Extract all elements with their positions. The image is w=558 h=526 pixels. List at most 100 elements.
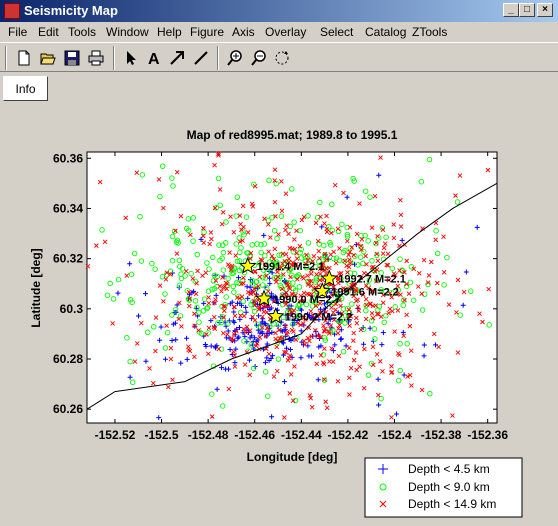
zoom-out-icon[interactable] [248,47,270,69]
fault-line [86,182,498,410]
depth-deep-point [347,323,352,328]
depth-deep-point [330,310,336,315]
depth-deep-point [384,262,390,268]
menu-figure[interactable]: Figure [190,25,225,39]
depth-mid-point [367,194,373,200]
print-icon[interactable] [85,47,107,69]
rotate-icon[interactable] [271,47,293,69]
depth-mid-point [345,312,352,319]
depth-deep-point [332,288,338,294]
toolbar-separator [113,46,115,70]
depth-shallow-point [269,414,275,420]
depth-deep-point [363,316,369,322]
info-button[interactable]: Info [3,76,48,101]
menu-ztools[interactable]: ZTools [412,25,448,39]
depth-deep-point [287,353,293,358]
depth-shallow-point [380,330,386,336]
depth-mid-point [176,282,183,289]
depth-shallow-point [284,345,290,351]
x-tick-label: -152.36 [467,428,508,442]
depth-shallow-point [281,379,287,385]
save-icon[interactable] [61,47,83,69]
depth-mid-point [251,308,258,315]
depth-mid-point [234,258,241,265]
zoom-in-icon[interactable] [224,47,246,69]
menu-file[interactable]: File [8,25,28,39]
depth-deep-point [173,228,178,234]
menu-select[interactable]: Select [320,25,354,39]
depth-deep-point [280,272,286,277]
depth-mid-point [238,245,244,251]
depth-deep-point [274,279,279,285]
close-button[interactable]: × [537,3,553,17]
menu-window[interactable]: Window [106,25,149,39]
depth-mid-point [174,237,181,244]
menu-catalog[interactable]: Catalog [365,25,407,39]
depth-deep-point [336,326,341,331]
depth-deep-point [380,300,386,306]
depth-deep-point [161,298,166,304]
depth-deep-point [333,260,339,266]
depth-shallow-point [252,335,258,341]
x-tick-label: -152.52 [95,428,136,442]
depth-deep-point [307,393,313,398]
depth-deep-point [329,293,334,298]
depth-deep-point [277,336,283,341]
open-folder-icon[interactable] [37,47,59,69]
minimize-button[interactable]: _ [503,3,519,17]
depth-mid-point [192,278,198,284]
maximize-button[interactable]: □ [519,3,535,17]
depth-deep-point [364,261,369,267]
x-tick-label: -152.38 [421,428,462,442]
depth-mid-point [338,295,345,302]
depth-deep-point [389,364,394,369]
menu-edit[interactable]: Edit [38,25,59,39]
menu-overlay[interactable]: Overlay [265,25,307,39]
menu-tools[interactable]: Tools [68,25,97,39]
depth-mid-point [336,257,343,263]
depth-mid-point [129,379,136,386]
depth-deep-point [355,241,360,247]
menu-help[interactable]: Help [157,25,182,39]
depth-shallow-point [375,376,381,382]
depth-shallow-point [242,334,248,340]
depth-deep-point [168,356,174,362]
depth-deep-point [273,336,278,342]
depth-mid-point [262,252,268,259]
depth-deep-point [232,304,237,310]
depth-mid-point [234,279,240,286]
depth-deep-point [176,316,182,322]
depth-deep-point [207,241,212,247]
depth-deep-point [404,258,410,264]
depth-deep-point [85,264,91,269]
line-tool-icon[interactable] [190,47,212,69]
depth-mid-point [303,301,310,308]
depth-mid-point [259,282,266,288]
depth-deep-point [318,334,324,340]
depth-mid-point [351,178,358,184]
menu-axis[interactable]: Axis [232,25,255,39]
depth-mid-point [209,254,216,261]
text-tool-icon[interactable]: A [143,47,165,69]
depth-deep-point [377,359,383,364]
depth-deep-point [330,359,336,365]
depth-shallow-point [184,356,190,362]
new-file-icon[interactable] [13,47,35,69]
depth-deep-point [273,214,278,219]
arrow-tool-icon[interactable] [166,47,188,69]
pointer-icon[interactable] [120,47,142,69]
depth-deep-point [245,230,251,235]
depth-mid-point [251,181,257,188]
depth-deep-point [376,392,381,398]
depth-shallow-point [262,360,268,366]
depth-deep-point [203,270,209,275]
depth-deep-point [346,375,352,381]
depth-deep-point [239,294,245,300]
depth-mid-point [291,219,297,225]
depth-deep-point [374,352,380,357]
depth-shallow-point [285,315,291,321]
depth-shallow-point [240,330,246,336]
depth-shallow-point [379,342,385,348]
depth-mid-point [192,298,199,304]
depth-mid-point [279,265,285,272]
